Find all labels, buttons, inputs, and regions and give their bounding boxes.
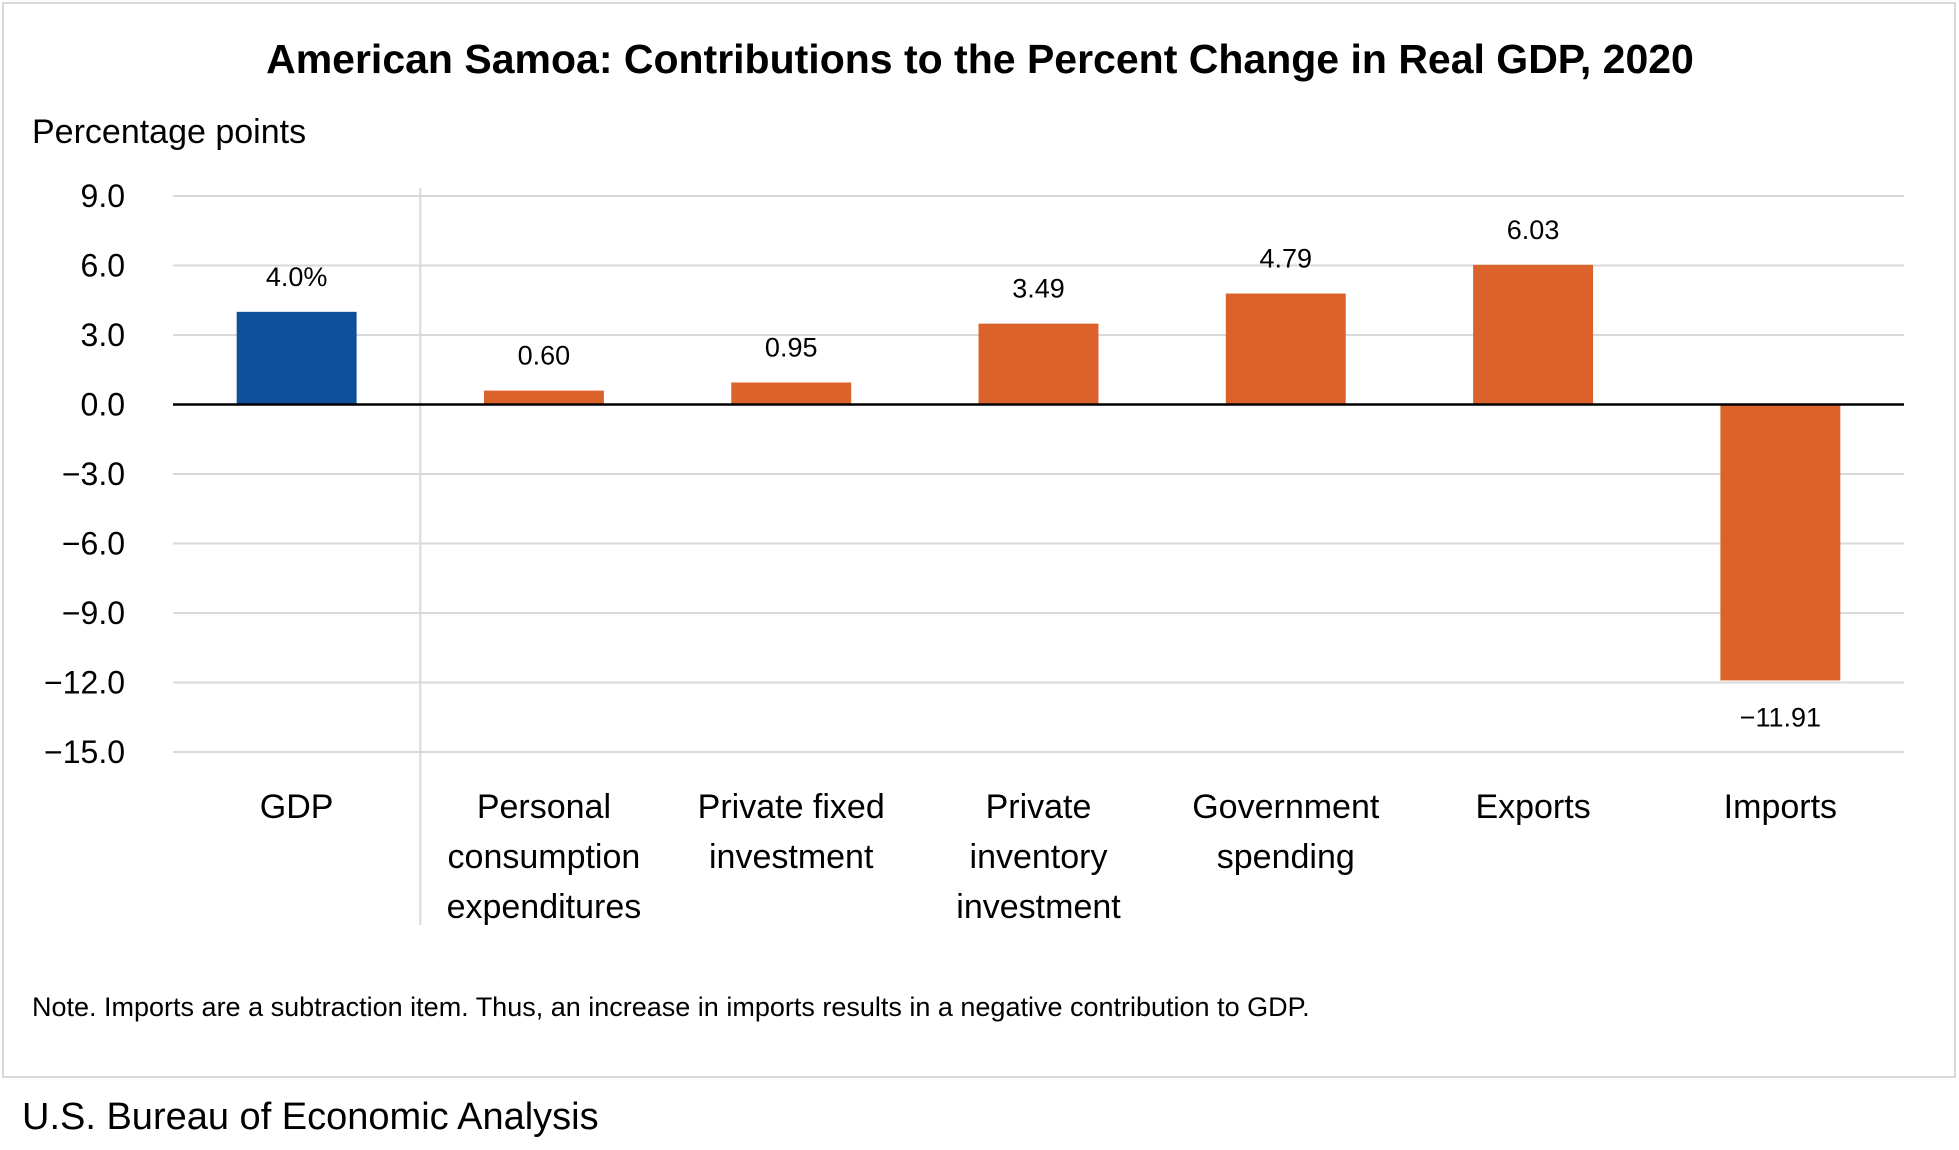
y-tick-label: 9.0 xyxy=(81,178,125,214)
data-label: 4.0% xyxy=(266,262,328,292)
category-label: GDP xyxy=(260,788,334,826)
bars xyxy=(173,264,1904,681)
source-credit: U.S. Bureau of Economic Analysis xyxy=(22,1096,599,1138)
bar xyxy=(1473,264,1594,405)
chart-frame xyxy=(2,2,1956,1078)
y-tick-label: −3.0 xyxy=(62,456,125,492)
category-label: investment xyxy=(956,888,1121,926)
category-label: consumption xyxy=(448,838,641,876)
category-label: Government xyxy=(1192,788,1380,826)
category-label: Personal xyxy=(477,788,611,826)
y-tick-label: 3.0 xyxy=(81,317,125,353)
y-tick-label: −12.0 xyxy=(44,665,125,701)
category-label: inventory xyxy=(970,838,1108,876)
data-label: 6.03 xyxy=(1507,215,1560,245)
category-label: expenditures xyxy=(447,888,642,926)
y-axis-ticks: 9.0 6.0 3.0 0.0 −3.0 −6.0 −9.0 −12.0 −15.0 xyxy=(44,178,125,770)
bar-chart: American Samoa: Contributions to the Per… xyxy=(32,36,1904,926)
category-label: Exports xyxy=(1475,788,1590,826)
category-labels: GDP Personal consumption expenditures Privat… xyxy=(260,788,1837,926)
bar xyxy=(978,323,1099,405)
data-label: 3.49 xyxy=(1012,274,1065,304)
category-label: Private fixed xyxy=(698,788,885,826)
category-label: spending xyxy=(1217,838,1355,876)
y-tick-label: −6.0 xyxy=(62,526,125,562)
y-tick-label: −15.0 xyxy=(44,734,125,770)
data-label: 0.60 xyxy=(518,341,571,371)
data-label: −11.91 xyxy=(1740,702,1821,732)
y-axis-title: Percentage points xyxy=(32,113,306,151)
data-labels: 4.0% 0.60 0.95 3.49 4.79 6.03 −11.91 xyxy=(266,215,1821,733)
category-label: Private xyxy=(986,788,1092,826)
bar xyxy=(1225,293,1346,405)
chart-title: American Samoa: Contributions to the Per… xyxy=(266,36,1694,82)
data-label: 0.95 xyxy=(765,332,818,362)
chart-note: Note. Imports are a subtraction item. Th… xyxy=(32,992,1310,1022)
category-label: investment xyxy=(709,838,874,876)
bar xyxy=(483,390,604,405)
bar xyxy=(731,382,852,405)
y-tick-label: 6.0 xyxy=(81,248,125,284)
y-tick-label: −9.0 xyxy=(62,595,125,631)
gridlines xyxy=(173,188,1904,925)
bar xyxy=(1720,404,1841,681)
category-label: Imports xyxy=(1724,788,1837,826)
data-label: 4.79 xyxy=(1260,244,1313,274)
bar xyxy=(236,311,357,405)
y-tick-label: 0.0 xyxy=(81,387,125,423)
